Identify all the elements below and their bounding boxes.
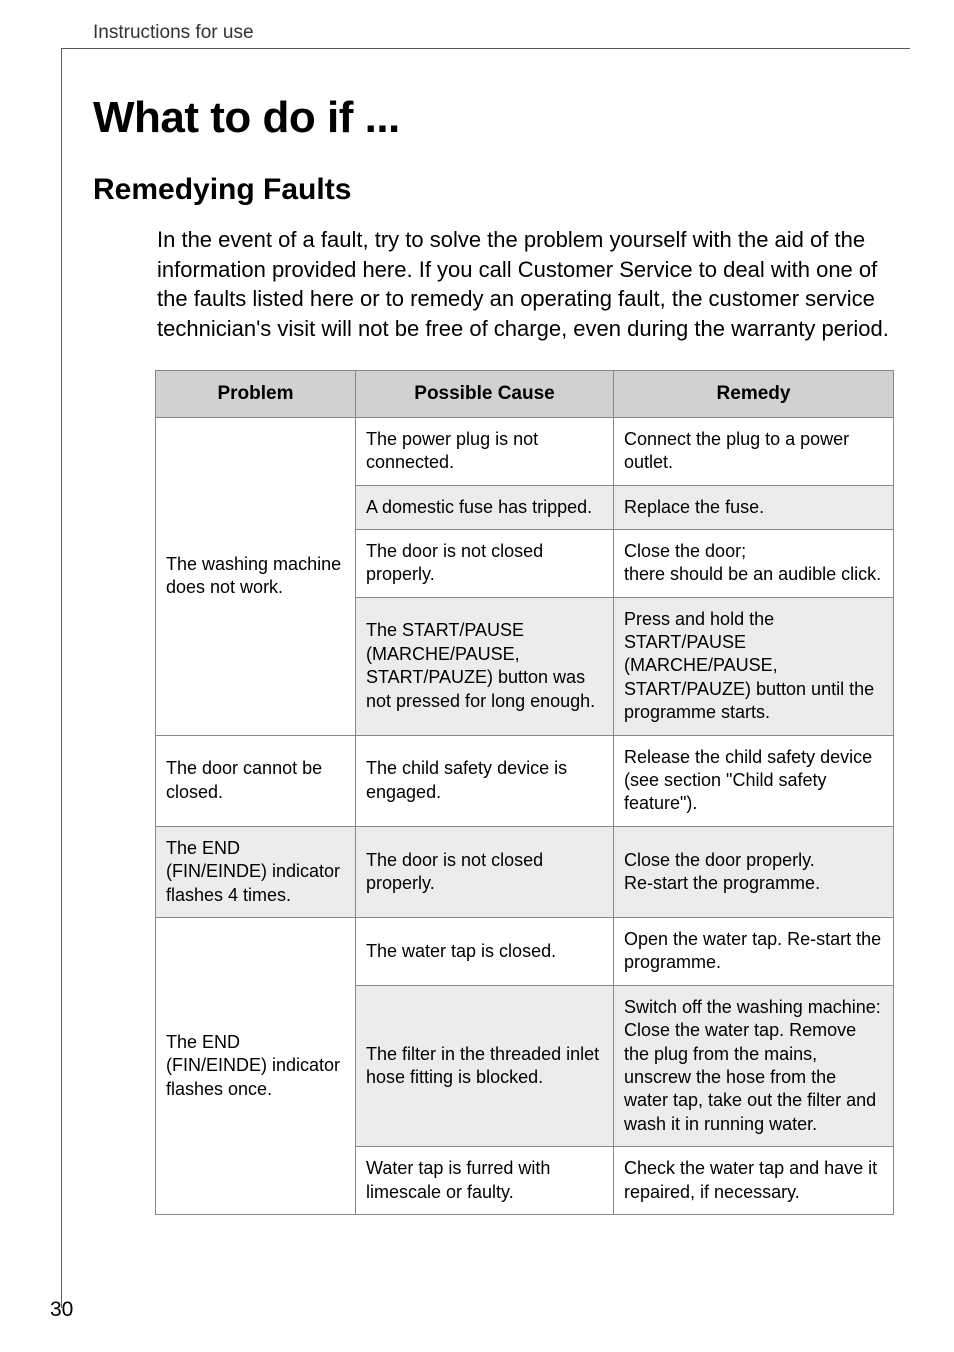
cell-cause: The water tap is closed. bbox=[356, 918, 614, 986]
cell-remedy: Check the water tap and have it repaired… bbox=[614, 1147, 894, 1215]
page-title: What to do if ... bbox=[93, 93, 894, 143]
cell-problem: The door cannot be closed. bbox=[156, 735, 356, 826]
cell-cause: The filter in the threaded inlet hose fi… bbox=[356, 985, 614, 1146]
cell-problem: The END (FIN/EINDE) indicator flashes 4 … bbox=[156, 826, 356, 917]
cell-remedy: Open the water tap. Re-start the program… bbox=[614, 918, 894, 986]
header-region: Instructions for use bbox=[93, 22, 894, 44]
faults-table: Problem Possible Cause Remedy The washin… bbox=[155, 370, 894, 1215]
table-row: The washing machine does not work.The po… bbox=[156, 417, 894, 485]
cell-remedy: Release the child safety device (see sec… bbox=[614, 735, 894, 826]
cell-cause: The door is not closed properly. bbox=[356, 826, 614, 917]
cell-remedy: Switch off the washing machine: Close th… bbox=[614, 985, 894, 1146]
cell-remedy: Close the door properly. Re-start the pr… bbox=[614, 826, 894, 917]
page: Instructions for use What to do if ... R… bbox=[0, 0, 954, 1352]
page-subtitle: Remedying Faults bbox=[93, 173, 894, 207]
section-label: Instructions for use bbox=[93, 22, 894, 44]
table-row: The END (FIN/EINDE) indicator flashes 4 … bbox=[156, 826, 894, 917]
col-header-cause: Possible Cause bbox=[356, 370, 614, 417]
vertical-rule bbox=[61, 48, 62, 1308]
page-number: 30 bbox=[50, 1298, 73, 1322]
cell-remedy: Replace the fuse. bbox=[614, 485, 894, 529]
cell-cause: The START/PAUSE (MARCHE/PAUSE, START/PAU… bbox=[356, 597, 614, 735]
cell-cause: A domestic fuse has tripped. bbox=[356, 485, 614, 529]
cell-problem: The END (FIN/EINDE) indicator flashes on… bbox=[156, 918, 356, 1215]
cell-cause: Water tap is furred with limescale or fa… bbox=[356, 1147, 614, 1215]
horizontal-rule bbox=[61, 48, 910, 49]
table-body: The washing machine does not work.The po… bbox=[156, 417, 894, 1214]
cell-problem: The washing machine does not work. bbox=[156, 417, 356, 735]
cell-remedy: Press and hold the START/PAUSE (MARCHE/P… bbox=[614, 597, 894, 735]
cell-cause: The child safety device is engaged. bbox=[356, 735, 614, 826]
table-header-row: Problem Possible Cause Remedy bbox=[156, 370, 894, 417]
col-header-problem: Problem bbox=[156, 370, 356, 417]
cell-remedy: Close the door; there should be an audib… bbox=[614, 529, 894, 597]
cell-cause: The door is not closed properly. bbox=[356, 529, 614, 597]
table-row: The door cannot be closed.The child safe… bbox=[156, 735, 894, 826]
table-row: The END (FIN/EINDE) indicator flashes on… bbox=[156, 918, 894, 986]
col-header-remedy: Remedy bbox=[614, 370, 894, 417]
cell-remedy: Connect the plug to a power outlet. bbox=[614, 417, 894, 485]
cell-cause: The power plug is not connected. bbox=[356, 417, 614, 485]
intro-paragraph: In the event of a fault, try to solve th… bbox=[157, 225, 894, 344]
content: What to do if ... Remedying Faults In th… bbox=[93, 48, 894, 1215]
